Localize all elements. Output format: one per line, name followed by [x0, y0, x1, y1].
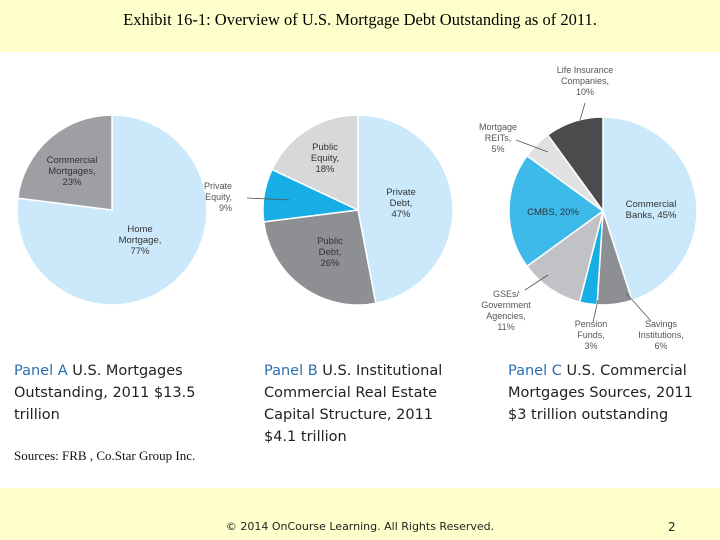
panel-a-tag: Panel A [14, 363, 68, 379]
pie-slice [262, 209, 377, 306]
slice-label: Commercial Mortgages, 23% [47, 155, 98, 188]
slice-label: Life Insurance Companies, 10% [557, 65, 614, 97]
slice-label: Home Mortgage, 77% [119, 224, 162, 257]
pie-slice [271, 114, 359, 212]
slice-label: GSEs/Government Agencies, 11% [481, 289, 531, 332]
sources-note: Sources: FRB , Co.Star Group Inc. [14, 448, 196, 463]
pie-slice [16, 114, 113, 211]
leader-line [625, 292, 652, 322]
leader-line [515, 139, 549, 153]
pie-panel-b: Private Debt, 47% Public Debt, 26% Private Equi… [204, 114, 454, 306]
panel-b-caption: Panel B U.S. Institutional Commercial Re… [264, 360, 464, 448]
panel-c-text: U.S. Commercial Mortgages Sources, 2011 … [508, 363, 693, 423]
slice-label: Mortgage REITs, 5% [479, 122, 517, 154]
slice-label: Private Equity, 9% [204, 181, 232, 213]
leader-line [579, 102, 586, 121]
title-band [0, 0, 720, 52]
pie-slice [602, 116, 698, 302]
footer-band [0, 488, 720, 540]
pie-slice [508, 154, 605, 268]
panel-b-text: U.S. Institutional Commercial Real Estat… [264, 363, 443, 445]
slice-label: Commercial Banks, 45% [626, 199, 677, 221]
exhibit-title: Exhibit 16-1: Overview of U.S. Mortgage … [123, 10, 597, 29]
leader-line [524, 274, 549, 291]
page-number: 2 [668, 520, 676, 534]
slice-label: Public Debt, 26% [317, 236, 343, 269]
panel-b-tag: Panel B [264, 363, 318, 379]
slice-label: Pension Funds, 3% [575, 319, 608, 351]
pie-slice [546, 116, 604, 214]
leader-line [592, 299, 599, 323]
pie-slice [357, 114, 454, 305]
panel-c-tag: Panel C [508, 363, 562, 379]
pie-slice [525, 209, 605, 303]
slice-label: CMBS, 20% [527, 207, 579, 218]
leader-line [246, 197, 291, 201]
panel-a-caption: Panel A U.S. Mortgages Outstanding, 2011… [14, 360, 214, 426]
panel-c-caption: Panel C U.S. Commercial Mortgages Source… [508, 360, 708, 426]
pie-panel-c: Commercial Banks, 45% Savings Institutions,… [479, 65, 698, 351]
slice-label: Public Equity, 18% [311, 142, 339, 175]
pie-charts: Home Mortgage, 77% Commercial Mortgages, 23% P… [16, 65, 698, 351]
panel-a-text: U.S. Mortgages Outstanding, 2011 $13.5 t… [14, 363, 196, 423]
copyright: © 2014 OnCourse Learning. All Rights Res… [225, 520, 495, 533]
slice-label: Private Debt, 47% [386, 187, 416, 220]
pie-panel-a: Home Mortgage, 77% Commercial Mortgages, 23% [16, 114, 208, 306]
slice-label: Savings Institutions, 6% [638, 319, 684, 351]
